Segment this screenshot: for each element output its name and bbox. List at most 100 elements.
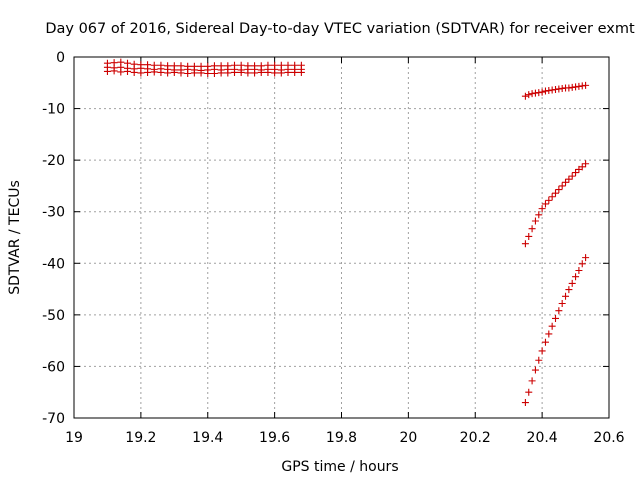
data-point xyxy=(271,69,279,77)
data-point xyxy=(582,160,590,168)
data-point xyxy=(538,347,546,355)
data-point xyxy=(562,292,570,300)
data-point xyxy=(535,211,543,219)
x-tick-label: 20.4 xyxy=(527,430,558,446)
y-tick-label: -70 xyxy=(42,411,65,427)
x-tick-label: 20.6 xyxy=(593,430,624,446)
data-point xyxy=(521,92,529,100)
data-point xyxy=(538,205,546,213)
data-point xyxy=(291,68,299,76)
x-tick-label: 19.6 xyxy=(259,430,290,446)
data-point xyxy=(545,330,553,338)
data-point xyxy=(157,68,165,76)
axis-ticks xyxy=(73,56,610,419)
y-tick-label: -10 xyxy=(42,102,65,118)
data-point xyxy=(558,182,566,190)
y-tick-label: -60 xyxy=(42,359,65,375)
y-tick-label: -40 xyxy=(42,256,65,272)
data-point xyxy=(575,267,583,275)
x-tick-labels: 19 19.2 19.4 19.6 19.8 20 20.2 20.4 20.6 xyxy=(65,430,625,446)
data-point xyxy=(237,68,245,76)
data-point xyxy=(137,69,145,77)
data-points xyxy=(103,58,590,407)
data-point xyxy=(531,217,539,225)
y-axis-label: SDTVAR / TECUs xyxy=(7,180,23,295)
x-axis-label: GPS time / hours xyxy=(281,459,398,475)
data-point xyxy=(184,70,192,78)
y-tick-labels: 0 -10 -20 -30 -40 -50 -60 -70 xyxy=(42,50,65,427)
data-point xyxy=(521,399,529,407)
data-point xyxy=(572,273,580,281)
y-tick-label: -20 xyxy=(42,153,65,169)
data-point xyxy=(525,388,533,396)
plot-frame xyxy=(73,56,610,419)
data-point xyxy=(578,260,586,268)
data-point xyxy=(528,377,536,385)
data-point xyxy=(548,322,556,330)
data-point xyxy=(197,69,205,77)
data-point xyxy=(144,68,152,76)
data-point xyxy=(170,68,178,76)
series-satellite-d xyxy=(521,81,590,100)
data-point xyxy=(548,193,556,201)
data-point xyxy=(578,163,586,171)
data-point xyxy=(124,67,131,75)
data-point xyxy=(535,356,543,364)
data-point xyxy=(562,178,570,186)
data-point xyxy=(284,68,292,76)
data-point xyxy=(103,67,111,75)
data-point xyxy=(568,279,576,287)
data-point xyxy=(257,68,265,76)
y-tick-label: -50 xyxy=(42,308,65,324)
data-point xyxy=(555,307,563,315)
data-point xyxy=(204,70,212,78)
data-point xyxy=(164,69,172,77)
series-satellite-c xyxy=(103,67,305,78)
data-point xyxy=(224,69,232,77)
data-point xyxy=(190,69,198,77)
data-point xyxy=(110,67,118,75)
data-point xyxy=(277,69,285,77)
series-satellite-e xyxy=(521,160,590,248)
data-point xyxy=(251,69,259,77)
data-point xyxy=(531,366,539,374)
data-point xyxy=(565,175,573,183)
y-tick-label: -30 xyxy=(42,205,65,221)
data-point xyxy=(297,68,305,76)
data-point xyxy=(525,91,533,99)
data-point xyxy=(545,196,553,204)
data-point xyxy=(521,240,529,248)
data-point xyxy=(568,172,576,180)
data-point xyxy=(558,300,566,308)
y-tick-label: 0 xyxy=(56,50,65,66)
series-satellite-f xyxy=(521,254,590,407)
data-point xyxy=(541,338,549,346)
data-point xyxy=(555,186,563,194)
x-tick-label: 19.8 xyxy=(326,430,357,446)
data-point xyxy=(264,68,272,76)
data-point xyxy=(217,69,225,77)
data-point xyxy=(552,189,559,197)
grid-lines xyxy=(74,57,609,418)
data-point xyxy=(552,314,559,322)
chart-title: Day 067 of 2016, Sidereal Day-to-day VTE… xyxy=(45,21,635,37)
data-point xyxy=(582,254,590,262)
data-point xyxy=(572,169,580,177)
data-point xyxy=(525,232,533,240)
x-tick-label: 19 xyxy=(65,430,83,446)
x-tick-label: 20 xyxy=(399,430,417,446)
data-point xyxy=(582,81,590,89)
data-point xyxy=(538,88,546,96)
data-point xyxy=(541,200,549,208)
data-point xyxy=(210,70,218,78)
data-point xyxy=(130,68,138,76)
data-point xyxy=(177,69,185,77)
x-tick-label: 19.4 xyxy=(192,430,223,446)
data-point xyxy=(528,225,536,233)
x-tick-label: 19.2 xyxy=(125,430,156,446)
data-point xyxy=(244,69,252,77)
data-point xyxy=(117,68,125,76)
data-point xyxy=(231,68,238,76)
data-point xyxy=(150,68,158,76)
